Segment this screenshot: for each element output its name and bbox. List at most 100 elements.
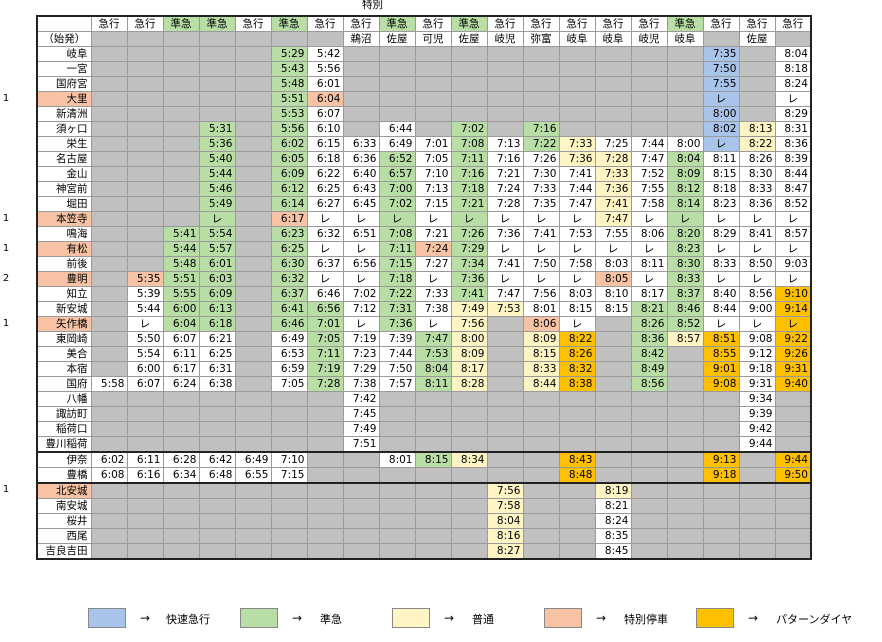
- column-origin: 佐屋: [738, 31, 776, 47]
- time-cell: 9:12: [738, 346, 776, 362]
- time-cell: レ: [486, 211, 524, 227]
- time-cell: [522, 391, 560, 407]
- time-cell: 8:41: [738, 226, 776, 242]
- time-cell: [702, 421, 740, 437]
- station-name: 八幡: [36, 391, 92, 407]
- time-cell: [198, 498, 236, 514]
- time-cell: [234, 61, 272, 77]
- time-cell: 8:23: [666, 241, 704, 257]
- time-cell: レ: [630, 241, 668, 257]
- time-cell: レ: [558, 316, 596, 332]
- time-cell: [630, 121, 668, 137]
- time-cell: [450, 513, 488, 529]
- time-cell: [666, 528, 704, 544]
- legend-arrow: →: [140, 611, 151, 625]
- time-cell: [234, 513, 272, 529]
- time-cell: [162, 543, 200, 560]
- time-cell: [198, 61, 236, 77]
- time-cell: 8:32: [558, 361, 596, 377]
- time-cell: [486, 91, 524, 107]
- time-cell: 6:00: [126, 361, 164, 377]
- time-cell: レ: [774, 91, 812, 107]
- time-cell: [234, 346, 272, 362]
- time-cell: [738, 76, 776, 92]
- time-cell: 8:23: [702, 196, 740, 212]
- time-cell: レ: [738, 211, 776, 227]
- time-cell: [666, 498, 704, 514]
- time-cell: [486, 421, 524, 437]
- time-cell: [486, 406, 524, 422]
- time-cell: 7:55: [630, 181, 668, 197]
- time-cell: [90, 226, 128, 242]
- time-cell: [666, 121, 704, 137]
- time-cell: [630, 106, 668, 122]
- time-cell: 7:00: [378, 181, 416, 197]
- time-cell: [666, 513, 704, 529]
- time-cell: 7:41: [522, 226, 560, 242]
- time-cell: [522, 421, 560, 437]
- time-cell: [630, 543, 668, 560]
- time-cell: [594, 91, 632, 107]
- time-cell: 8:04: [666, 151, 704, 167]
- time-cell: 9:08: [702, 376, 740, 392]
- time-cell: 6:18: [306, 151, 344, 167]
- time-cell: [378, 91, 416, 107]
- time-cell: [126, 513, 164, 529]
- time-cell: [738, 451, 776, 468]
- time-cell: 6:22: [306, 166, 344, 182]
- time-cell: [234, 91, 272, 107]
- time-cell: [306, 421, 344, 437]
- time-cell: [234, 498, 272, 514]
- time-cell: 7:58: [486, 498, 524, 514]
- time-cell: [450, 106, 488, 122]
- time-cell: 5:50: [126, 331, 164, 347]
- time-cell: [630, 391, 668, 407]
- time-cell: [486, 361, 524, 377]
- time-cell: [414, 391, 452, 407]
- column-type: 急行: [558, 15, 596, 32]
- time-cell: 8:09: [450, 346, 488, 362]
- time-cell: [738, 467, 776, 484]
- station-row: 北安城 7:56 8:19: [36, 482, 812, 499]
- time-cell: [126, 226, 164, 242]
- time-cell: 8:37: [666, 286, 704, 302]
- time-cell: [90, 241, 128, 257]
- time-cell: [522, 46, 560, 62]
- time-cell: レ: [738, 241, 776, 257]
- time-cell: 9:08: [738, 331, 776, 347]
- group-number: 1: [2, 484, 10, 495]
- station-name: 一宮: [36, 61, 92, 77]
- time-cell: [558, 76, 596, 92]
- time-cell: [450, 91, 488, 107]
- station-name: 鳴海: [36, 226, 92, 242]
- time-cell: [342, 46, 380, 62]
- time-cell: 8:35: [594, 528, 632, 544]
- time-cell: [486, 121, 524, 137]
- time-cell: [126, 406, 164, 422]
- time-cell: 8:24: [594, 513, 632, 529]
- station-row: 吉良吉田 8:27 8:45: [36, 543, 812, 560]
- time-cell: 7:12: [342, 301, 380, 317]
- time-cell: [702, 482, 740, 499]
- time-cell: 6:23: [270, 226, 308, 242]
- time-cell: [450, 406, 488, 422]
- time-cell: レ: [450, 211, 488, 227]
- time-cell: 8:30: [666, 256, 704, 272]
- time-cell: [342, 451, 380, 468]
- time-cell: 5:57: [198, 241, 236, 257]
- time-cell: [450, 391, 488, 407]
- time-cell: [234, 316, 272, 332]
- time-cell: 6:46: [270, 316, 308, 332]
- time-cell: 7:53: [414, 346, 452, 362]
- time-cell: [450, 76, 488, 92]
- station-row: 豊川稲荷 7:51 9:44: [36, 436, 812, 453]
- station-row: 知立 5:39 5:55 6:09 6:37 6:46 7:02 7:22 7:33 7:41 7:…: [36, 286, 812, 302]
- time-cell: [90, 181, 128, 197]
- time-cell: 8:52: [774, 196, 812, 212]
- column-origin: 佐屋: [378, 31, 416, 47]
- time-cell: 6:43: [342, 181, 380, 197]
- time-cell: 7:16: [450, 166, 488, 182]
- time-cell: [522, 76, 560, 92]
- time-cell: [270, 391, 308, 407]
